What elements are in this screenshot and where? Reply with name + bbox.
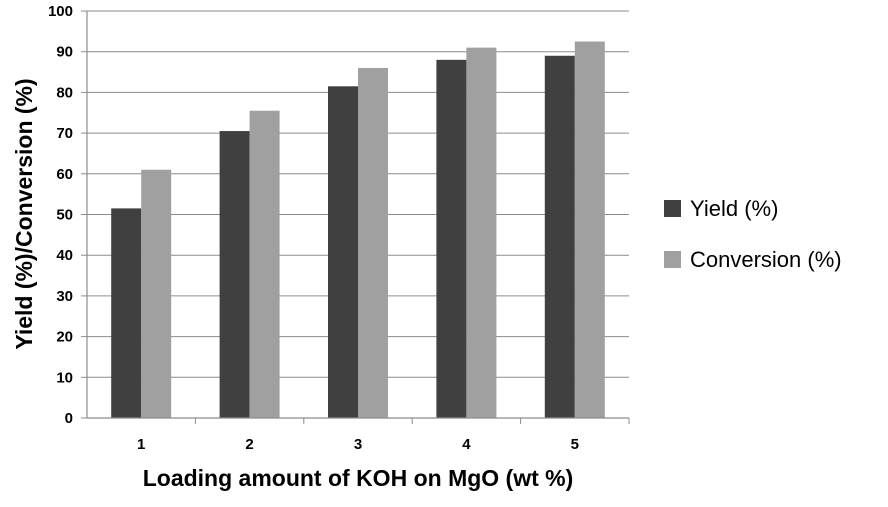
y-tick-label: 80 <box>56 84 73 101</box>
x-tick-label: 3 <box>354 436 362 453</box>
x-tick-label: 2 <box>245 436 253 453</box>
bar-conversion <box>249 110 280 418</box>
legend: Yield (%) Conversion (%) <box>664 196 842 272</box>
bar-conversion <box>574 41 605 419</box>
x-tick-label: 4 <box>462 436 471 453</box>
y-axis-title: Yield (%)/Conversion (%) <box>11 78 37 349</box>
y-tick-label: 20 <box>56 329 73 346</box>
y-tick-label: 40 <box>56 247 73 264</box>
x-tick-labels: 1 2 3 4 5 <box>137 436 579 453</box>
legend-swatch-yield <box>664 200 681 217</box>
legend-label-conversion: Conversion (%) <box>690 247 842 272</box>
bar-yield <box>219 131 250 418</box>
y-tick-label: 30 <box>56 288 73 305</box>
x-axis-title: Loading amount of KOH on MgO (wt %) <box>143 465 574 491</box>
y-tick-labels: 0 10 20 30 40 50 60 70 80 90 100 <box>48 3 73 427</box>
y-tick-label: 100 <box>48 3 73 20</box>
bar-yield <box>544 55 575 419</box>
axes <box>86 11 629 419</box>
y-tick-label: 70 <box>56 125 73 142</box>
y-tick-label: 10 <box>56 369 73 386</box>
y-tick-label: 50 <box>56 207 73 224</box>
bar-conversion <box>358 67 388 418</box>
bar-yield <box>328 86 358 419</box>
x-tick-label: 1 <box>137 436 145 453</box>
x-tick-label: 5 <box>571 436 579 453</box>
bar-conversion <box>141 169 172 418</box>
y-tick-label: 0 <box>65 410 73 427</box>
bar-yield <box>111 208 142 418</box>
legend-swatch-conversion <box>664 251 681 268</box>
legend-label-yield: Yield (%) <box>690 196 778 221</box>
bar-conversion <box>466 47 497 418</box>
bars <box>111 41 605 419</box>
bar-yield <box>436 59 467 419</box>
y-tick-label: 90 <box>56 44 73 61</box>
y-tick-label: 60 <box>56 166 73 183</box>
